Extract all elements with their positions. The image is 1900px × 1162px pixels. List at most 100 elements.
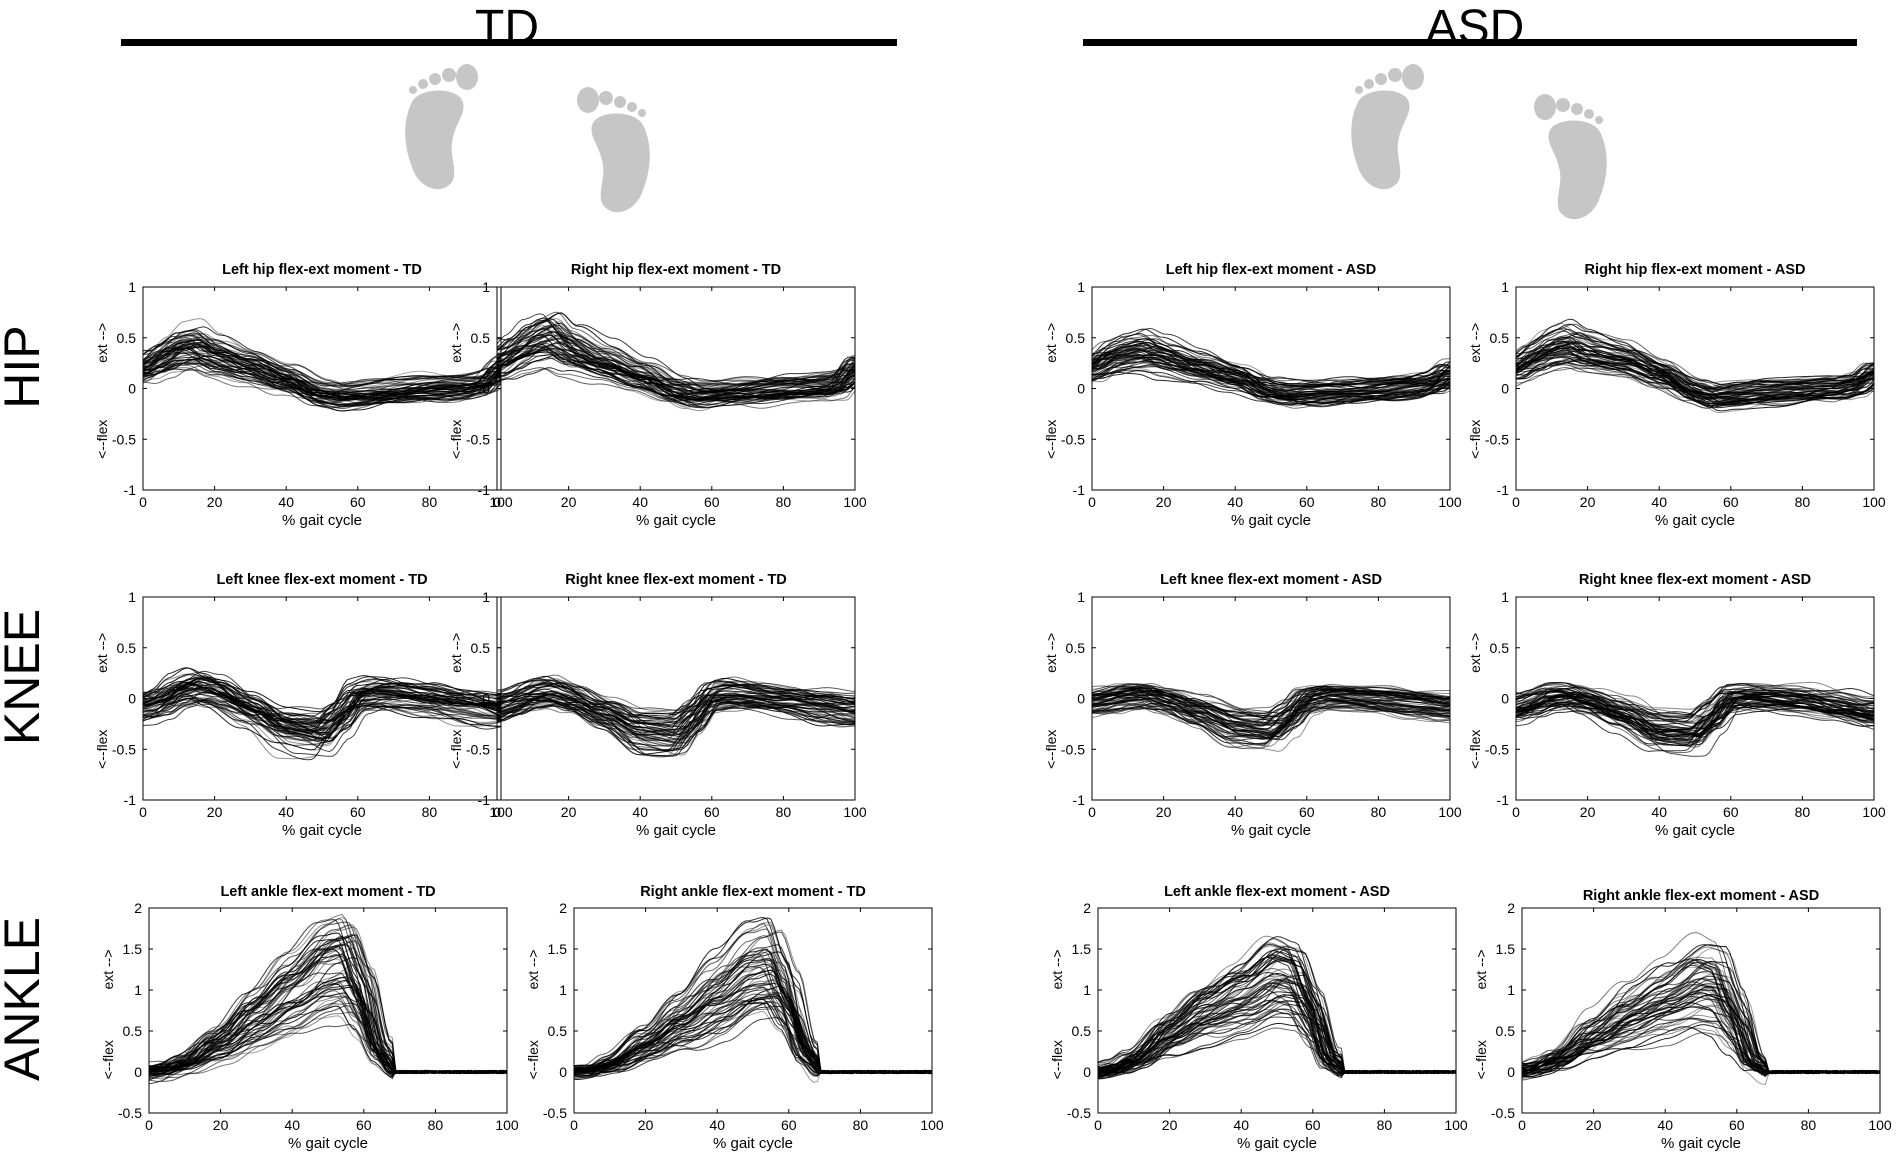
y-tick-label: 0.5 <box>117 640 137 656</box>
series-curve <box>574 985 932 1074</box>
x-tick-label: 20 <box>1580 494 1596 510</box>
x-tick-label: 0 <box>139 804 147 820</box>
y-tick-label: 1.5 <box>123 941 143 957</box>
series-curve <box>143 671 501 722</box>
x-tick-label: 80 <box>1371 494 1387 510</box>
series-curve <box>1516 704 1874 730</box>
x-tick-label: 0 <box>493 494 501 510</box>
series-curve <box>143 332 501 387</box>
left-foot-icon <box>405 64 478 190</box>
axes-frame <box>1521 907 1881 1114</box>
series-curve <box>497 324 855 408</box>
x-tick-label: 20 <box>561 804 577 820</box>
y-tick-label: 0 <box>482 691 490 707</box>
series-curve <box>1516 699 1874 747</box>
x-tick-label: 40 <box>1227 494 1243 510</box>
series-curve <box>149 1002 507 1079</box>
series-curve <box>497 690 855 733</box>
y-axis-label-ext: ext --> <box>94 323 110 363</box>
x-tick-label: 40 <box>1651 804 1667 820</box>
series-curve <box>497 368 855 406</box>
x-tick-label: 100 <box>1862 804 1886 820</box>
series-curve <box>1092 689 1450 731</box>
x-tick-label: 20 <box>1586 1117 1602 1133</box>
x-axis-label: % gait cycle <box>282 822 362 839</box>
y-tick-label: 0 <box>1501 381 1509 397</box>
y-tick-label: -1 <box>124 792 137 808</box>
series-curve <box>574 982 932 1075</box>
axes-frame <box>573 907 933 1114</box>
y-tick-label: -1 <box>1073 792 1086 808</box>
series-curve <box>1098 975 1456 1075</box>
y-tick-label: 0.5 <box>123 1023 143 1039</box>
y-axis-label-flex: <--flex <box>1043 730 1059 769</box>
y-tick-label: 1 <box>559 982 567 998</box>
y-tick-label: 2 <box>134 900 142 916</box>
x-tick-label: 100 <box>1438 494 1462 510</box>
y-axis-label-ext: ext --> <box>448 633 464 673</box>
curves-group <box>1516 318 1874 414</box>
x-axis-label: % gait cycle <box>1237 1135 1317 1152</box>
x-tick-label: 20 <box>561 494 577 510</box>
chart-title: Left hip flex-ext moment - ASD <box>1166 262 1377 278</box>
series-curve <box>1516 346 1874 408</box>
series-curve <box>497 697 855 724</box>
series-curve <box>143 699 501 747</box>
series-curve <box>497 707 855 758</box>
series-curve <box>143 689 501 751</box>
x-tick-label: 60 <box>704 804 720 820</box>
y-tick-label: -1 <box>478 792 491 808</box>
series-curve <box>497 694 855 720</box>
series-curve <box>1516 355 1874 406</box>
x-tick-label: 0 <box>1512 804 1520 820</box>
y-tick-label: -1 <box>1497 792 1510 808</box>
series-curve <box>497 675 855 728</box>
curves-group <box>497 311 855 412</box>
y-tick-label: 1.5 <box>548 941 568 957</box>
x-axis-label: % gait cycle <box>282 512 362 529</box>
x-tick-label: 100 <box>1438 804 1462 820</box>
chart-title: Left ankle flex-ext moment - TD <box>220 884 435 900</box>
x-tick-label: 80 <box>428 1117 444 1133</box>
curves-group <box>143 318 501 412</box>
series-curve <box>497 342 855 403</box>
curves-group <box>1098 935 1456 1080</box>
x-tick-label: 0 <box>145 1117 153 1133</box>
series-curve <box>1522 978 1880 1074</box>
series-curve <box>1092 693 1450 735</box>
x-tick-label: 40 <box>1227 804 1243 820</box>
y-tick-label: 1 <box>1501 589 1509 605</box>
series-curve <box>1092 356 1450 401</box>
y-axis-label-ext: ext --> <box>1467 633 1483 673</box>
x-tick-label: 0 <box>493 804 501 820</box>
series-curve <box>574 998 932 1079</box>
x-tick-label: 60 <box>1305 1117 1321 1133</box>
y-tick-label: 1.5 <box>1496 941 1516 957</box>
series-curve <box>1516 361 1874 409</box>
y-tick-label: 0 <box>559 1064 567 1080</box>
chart-title: Left ankle flex-ext moment - ASD <box>1164 884 1390 900</box>
x-tick-label: 20 <box>207 804 223 820</box>
y-tick-label: 1 <box>128 589 136 605</box>
chart-title: Right hip flex-ext moment - TD <box>571 262 781 278</box>
series-curve <box>143 693 501 761</box>
series-curve <box>143 695 501 760</box>
x-tick-label: 60 <box>1299 494 1315 510</box>
x-axis-label: % gait cycle <box>1655 512 1735 529</box>
x-axis-label: % gait cycle <box>1231 822 1311 839</box>
y-axis-label-ext: ext --> <box>1049 949 1065 989</box>
x-axis-label: % gait cycle <box>636 822 716 839</box>
x-tick-label: 40 <box>278 494 294 510</box>
x-tick-label: 80 <box>853 1117 869 1133</box>
series-curve <box>143 329 501 388</box>
series-curve <box>1092 338 1450 385</box>
curves-group <box>574 916 932 1083</box>
x-axis-label: % gait cycle <box>288 1135 368 1152</box>
x-tick-label: 20 <box>1162 1117 1178 1133</box>
series-curve <box>1092 687 1450 718</box>
series-curve <box>1092 700 1450 749</box>
